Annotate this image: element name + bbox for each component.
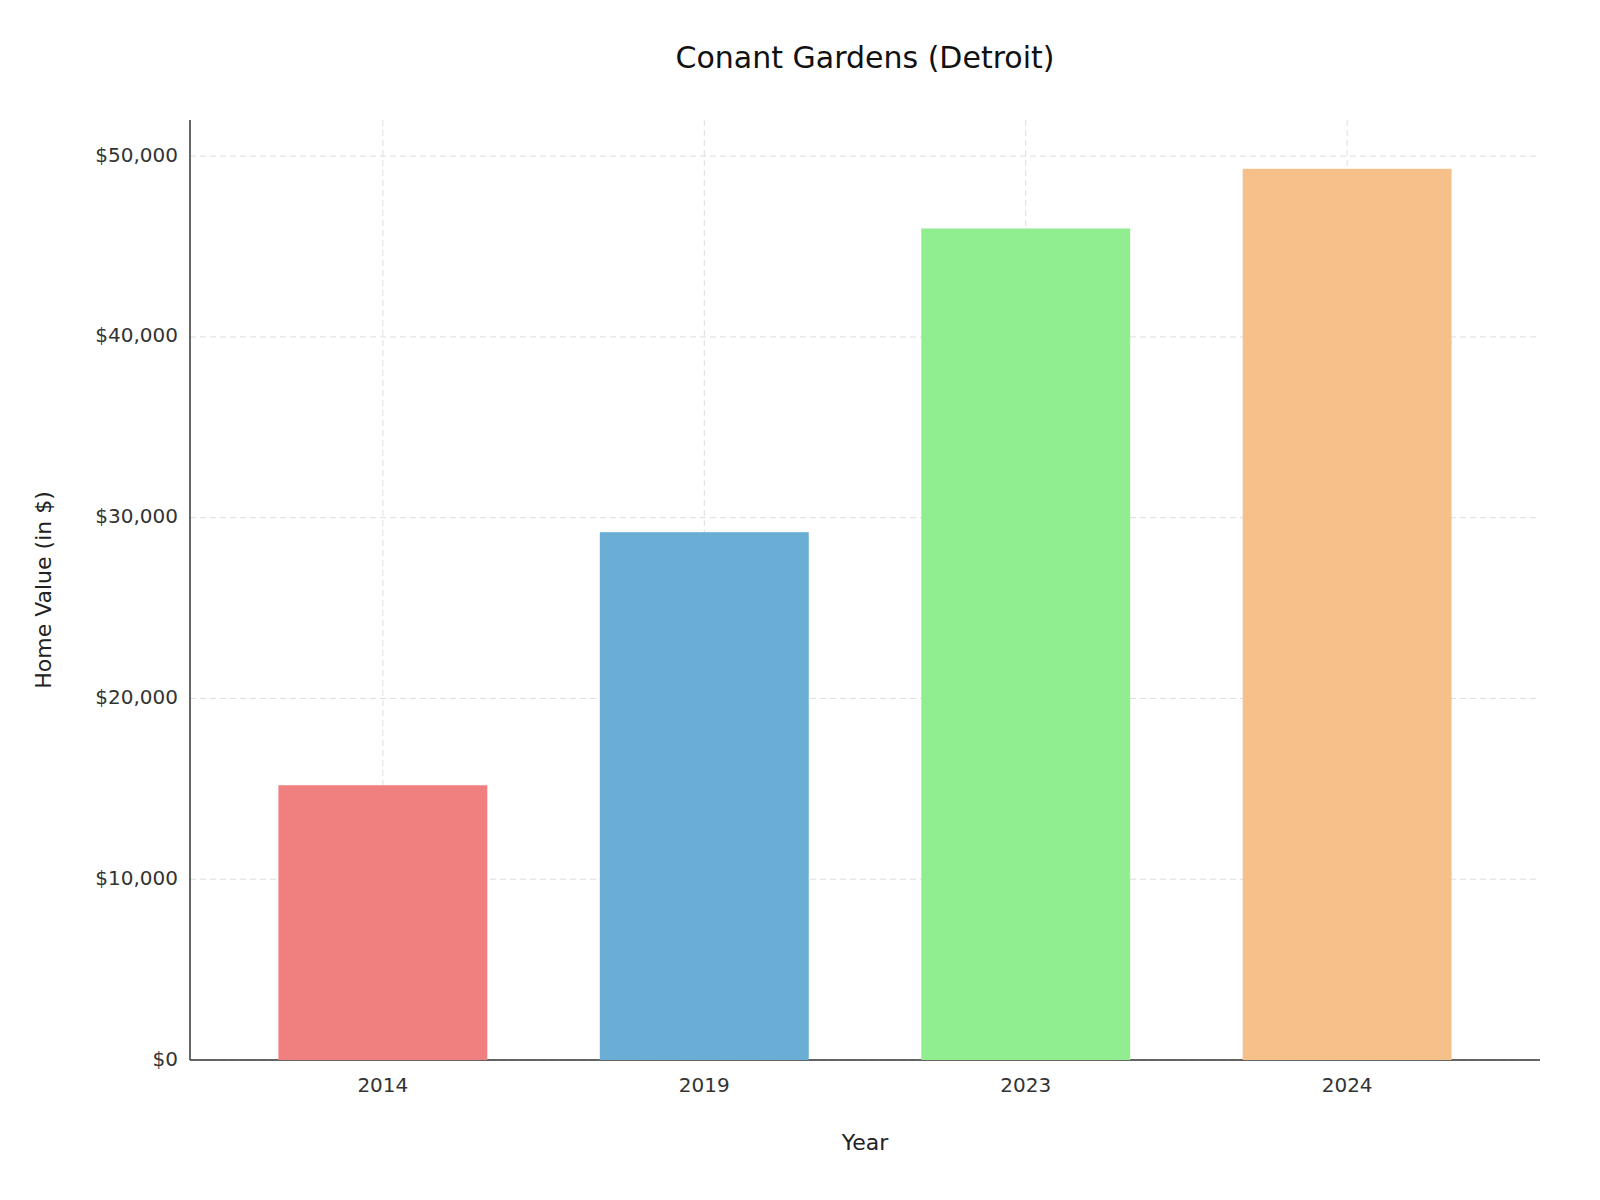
y-grid-line bbox=[190, 156, 1540, 157]
x-tick-label: 2024 bbox=[1322, 1073, 1373, 1097]
chart-svg: $0 $10,000 $20,000 $30,000 $40,000 $50,000 201… bbox=[0, 0, 1600, 1200]
y-tick-label: $40,000 bbox=[95, 323, 178, 347]
bar bbox=[278, 785, 487, 1060]
grid bbox=[190, 120, 1540, 1060]
bars bbox=[278, 169, 1451, 1060]
x-tick-label: 2023 bbox=[1000, 1073, 1051, 1097]
chart-container: $0 $10,000 $20,000 $30,000 $40,000 $50,000 201… bbox=[0, 0, 1600, 1200]
bar bbox=[1243, 169, 1452, 1060]
title: Conant Gardens (Detroit) bbox=[676, 40, 1055, 75]
bar bbox=[921, 228, 1130, 1060]
y-tick-label: $10,000 bbox=[95, 866, 178, 890]
y-tick-label: $20,000 bbox=[95, 685, 178, 709]
bar bbox=[600, 532, 809, 1060]
y-tick-label: $50,000 bbox=[95, 143, 178, 167]
page: {"chart_data": {"type": "bar", "title": … bbox=[0, 0, 1600, 1200]
y-axis-label: Home Value (in $) bbox=[31, 491, 56, 689]
x-axis-label: Year bbox=[841, 1130, 890, 1155]
x-tick-label: 2014 bbox=[357, 1073, 408, 1097]
y-tick-label: $30,000 bbox=[95, 504, 178, 528]
axes: $0 $10,000 $20,000 $30,000 $40,000 $50,000 201… bbox=[95, 120, 1540, 1097]
y-axis-line bbox=[189, 120, 191, 1060]
x-tick-label: 2019 bbox=[679, 1073, 730, 1097]
y-tick-label: $0 bbox=[153, 1047, 178, 1071]
